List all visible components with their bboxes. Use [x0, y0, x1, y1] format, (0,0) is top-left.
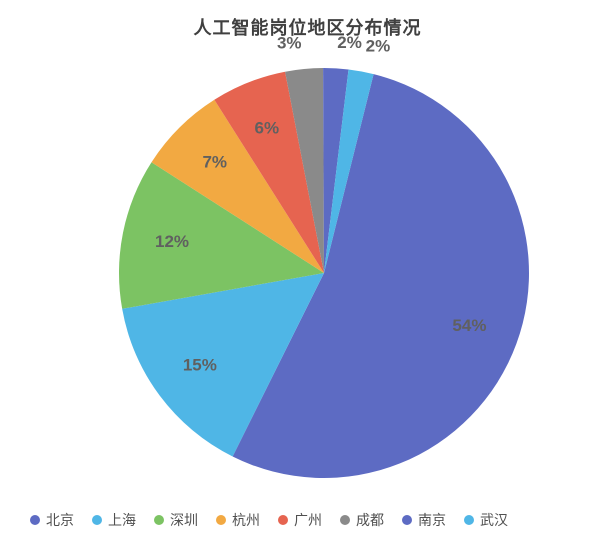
- legend-label: 上海: [108, 510, 136, 530]
- legend: 北京 上海 深圳 杭州 广州 成都 南京 武汉: [30, 510, 595, 530]
- slice-label: 2%: [366, 36, 391, 55]
- legend-swatch: [464, 515, 474, 525]
- slice-label: 12%: [155, 232, 189, 251]
- slice-label: 2%: [337, 33, 362, 52]
- legend-item: 上海: [92, 510, 136, 530]
- slice-label: 6%: [255, 118, 280, 137]
- legend-label: 成都: [356, 510, 384, 530]
- slice-label: 7%: [202, 153, 227, 172]
- chart-container: 人工智能岗位地区分布情况 54% 15% 12% 7% 6% 3% 2%2% 北京 上海 深圳 杭…: [0, 0, 615, 548]
- legend-label: 深圳: [170, 510, 198, 530]
- legend-item: 成都: [340, 510, 384, 530]
- legend-swatch: [154, 515, 164, 525]
- legend-item: 武汉: [464, 510, 508, 530]
- legend-label: 武汉: [480, 510, 508, 530]
- slice-label: 15%: [183, 355, 217, 374]
- legend-item: 南京: [402, 510, 446, 530]
- legend-swatch: [216, 515, 226, 525]
- slice-label: 54%: [452, 316, 486, 335]
- legend-swatch: [402, 515, 412, 525]
- chart-title: 人工智能岗位地区分布情况: [0, 14, 615, 40]
- legend-item: 深圳: [154, 510, 198, 530]
- legend-item: 杭州: [216, 510, 260, 530]
- legend-label: 南京: [418, 510, 446, 530]
- legend-item: 北京: [30, 510, 74, 530]
- legend-item: 广州: [278, 510, 322, 530]
- legend-swatch: [30, 515, 40, 525]
- pie-svg: 54%15%12%7%6%3%2%2%: [24, 58, 591, 488]
- legend-label: 北京: [46, 510, 74, 530]
- legend-label: 杭州: [232, 510, 260, 530]
- legend-swatch: [340, 515, 350, 525]
- legend-label: 广州: [294, 510, 322, 530]
- legend-swatch: [278, 515, 288, 525]
- legend-swatch: [92, 515, 102, 525]
- slice-label: 3%: [277, 34, 302, 53]
- pie-area: 54%15%12%7%6%3%2%2%: [24, 58, 591, 488]
